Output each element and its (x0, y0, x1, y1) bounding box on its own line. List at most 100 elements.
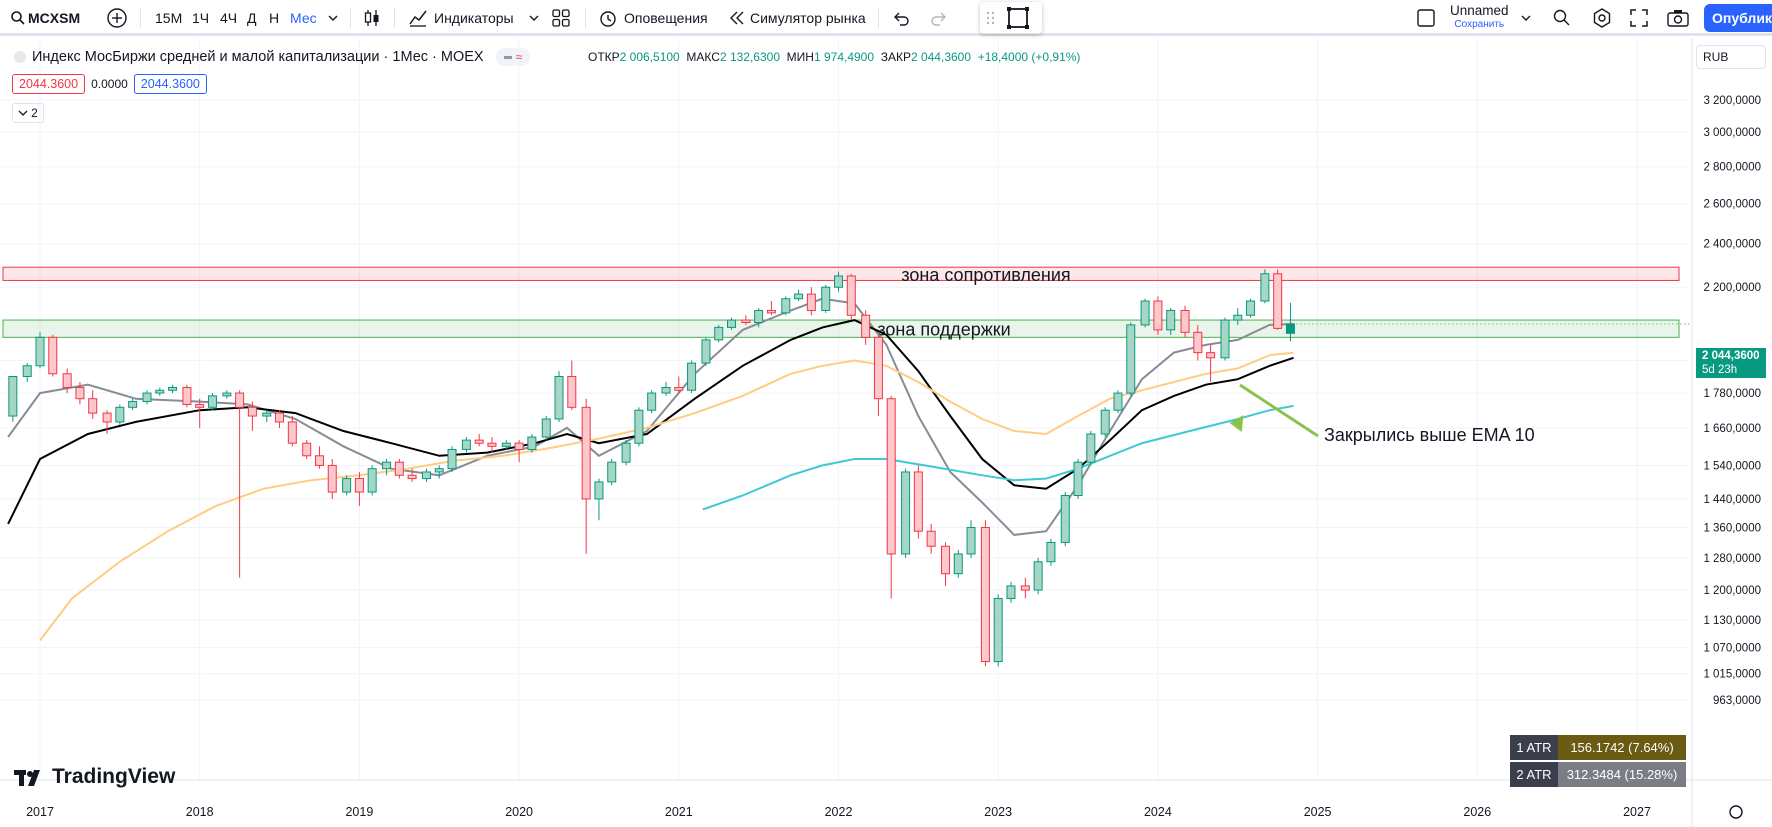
interval-month[interactable]: Мес (290, 0, 317, 36)
support-zone[interactable] (2, 319, 1680, 338)
rectangle-tool-icon[interactable] (1006, 6, 1030, 30)
candle-body[interactable] (1166, 309, 1176, 331)
candle-body[interactable] (754, 309, 764, 323)
candle-body[interactable] (168, 386, 178, 391)
candle-body[interactable] (1153, 300, 1163, 331)
candle-body[interactable] (1100, 409, 1110, 435)
candle-body[interactable] (207, 395, 217, 408)
candle-body[interactable] (926, 530, 936, 547)
candle-body[interactable] (1126, 324, 1136, 394)
redo-button[interactable] (930, 0, 948, 36)
indicators-button[interactable]: Индикаторы (408, 0, 514, 36)
candle-body[interactable] (993, 597, 1003, 663)
candle-body[interactable] (741, 319, 751, 323)
candle-body[interactable] (886, 398, 896, 555)
candle-body[interactable] (421, 471, 431, 480)
candle-body[interactable] (607, 461, 617, 483)
candle-body[interactable] (1073, 461, 1083, 497)
candle-body[interactable] (75, 386, 85, 400)
candle-body[interactable] (1033, 561, 1043, 591)
candle-body[interactable] (834, 275, 843, 288)
candle-body[interactable] (541, 418, 551, 438)
candle-body[interactable] (302, 442, 312, 457)
candle-body[interactable] (62, 373, 72, 388)
settings-button[interactable] (1592, 0, 1612, 36)
candle-body[interactable] (22, 365, 32, 377)
bid-price-box[interactable]: 2044.3600 (12, 74, 86, 94)
instrument-title[interactable]: Индекс МосБиржи средней и малой капитали… (32, 49, 484, 65)
candle-body[interactable] (8, 375, 18, 417)
ask-price-box[interactable]: 2044.3600 (133, 74, 207, 94)
candle-body[interactable] (980, 527, 990, 663)
candle-body[interactable] (222, 392, 232, 397)
layout-dropdown[interactable] (1520, 0, 1532, 36)
candle-body[interactable] (1046, 541, 1056, 563)
interval-dropdown[interactable] (327, 0, 339, 36)
candle-body[interactable] (966, 527, 976, 555)
candle-body[interactable] (501, 442, 511, 447)
axis-settings-icon[interactable] (1729, 805, 1743, 819)
chart-type-button[interactable] (362, 0, 382, 36)
candle-body[interactable] (901, 471, 911, 555)
interval-day[interactable]: Д (247, 0, 256, 36)
candle-body[interactable] (701, 339, 711, 364)
candle-body[interactable] (487, 442, 497, 447)
candle-body[interactable] (1220, 319, 1230, 359)
candle-body[interactable] (873, 336, 883, 400)
candle-body[interactable] (913, 471, 923, 532)
layout-name-button[interactable]: Unnamed Сохранить (1450, 0, 1509, 36)
candle-body[interactable] (1285, 323, 1295, 334)
moving-average-line[interactable] (702, 404, 1294, 511)
drag-handle-icon[interactable] (986, 10, 996, 26)
snapshot-button[interactable] (1667, 0, 1689, 36)
interval-week[interactable]: Н (269, 0, 279, 36)
candle-body[interactable] (861, 314, 871, 338)
candle-body[interactable] (461, 439, 471, 450)
candle-body[interactable] (1020, 585, 1030, 591)
publish-button[interactable]: Опублико (1704, 4, 1772, 32)
candle-body[interactable] (821, 286, 831, 311)
candle-body[interactable] (342, 478, 352, 493)
candle-body[interactable] (115, 406, 125, 423)
candle-body[interactable] (766, 309, 776, 314)
candle-body[interactable] (128, 401, 138, 408)
candle-body[interactable] (794, 293, 804, 300)
candle-body[interactable] (474, 439, 484, 444)
candle-body[interactable] (1060, 495, 1070, 543)
candle-body[interactable] (314, 455, 324, 466)
candle-body[interactable] (621, 442, 631, 463)
layouts-button[interactable] (552, 0, 570, 36)
interval-1h[interactable]: 1Ч (192, 0, 209, 36)
candle-body[interactable] (407, 474, 417, 480)
candle-body[interactable] (367, 468, 377, 493)
price-chart[interactable]: зона сопротивления зона поддержки Закрылис… (0, 38, 1772, 827)
candle-body[interactable] (1273, 273, 1283, 329)
drawing-toolbar-float[interactable] (980, 2, 1042, 34)
candle-body[interactable] (594, 481, 604, 500)
legend-status-badge[interactable]: ≈ (495, 48, 531, 66)
candle-body[interactable] (327, 464, 337, 493)
candle-body[interactable] (554, 375, 564, 420)
fullscreen-button[interactable] (1630, 0, 1648, 36)
currency-selector[interactable]: RUB (1696, 45, 1766, 69)
candle-body[interactable] (634, 409, 644, 444)
moving-average-line[interactable] (7, 297, 1294, 536)
candle-body[interactable] (1140, 300, 1150, 326)
candle-body[interactable] (88, 398, 98, 414)
candle-body[interactable] (262, 412, 272, 417)
candle-body[interactable] (781, 298, 791, 314)
candle-body[interactable] (48, 336, 58, 375)
candle-body[interactable] (1086, 433, 1096, 463)
interval-4h[interactable]: 4Ч (220, 0, 237, 36)
candle-body[interactable] (155, 389, 165, 394)
candle-body[interactable] (953, 553, 963, 575)
candle-body[interactable] (382, 461, 392, 470)
undo-button[interactable] (892, 0, 910, 36)
candle-body[interactable] (235, 392, 245, 408)
candle-body[interactable] (940, 545, 950, 575)
indicator-collapse-button[interactable]: 2 (12, 103, 44, 123)
candle-body[interactable] (674, 386, 684, 391)
candle-body[interactable] (581, 406, 591, 500)
candle-body[interactable] (647, 392, 657, 411)
compare-button[interactable] (106, 0, 128, 36)
